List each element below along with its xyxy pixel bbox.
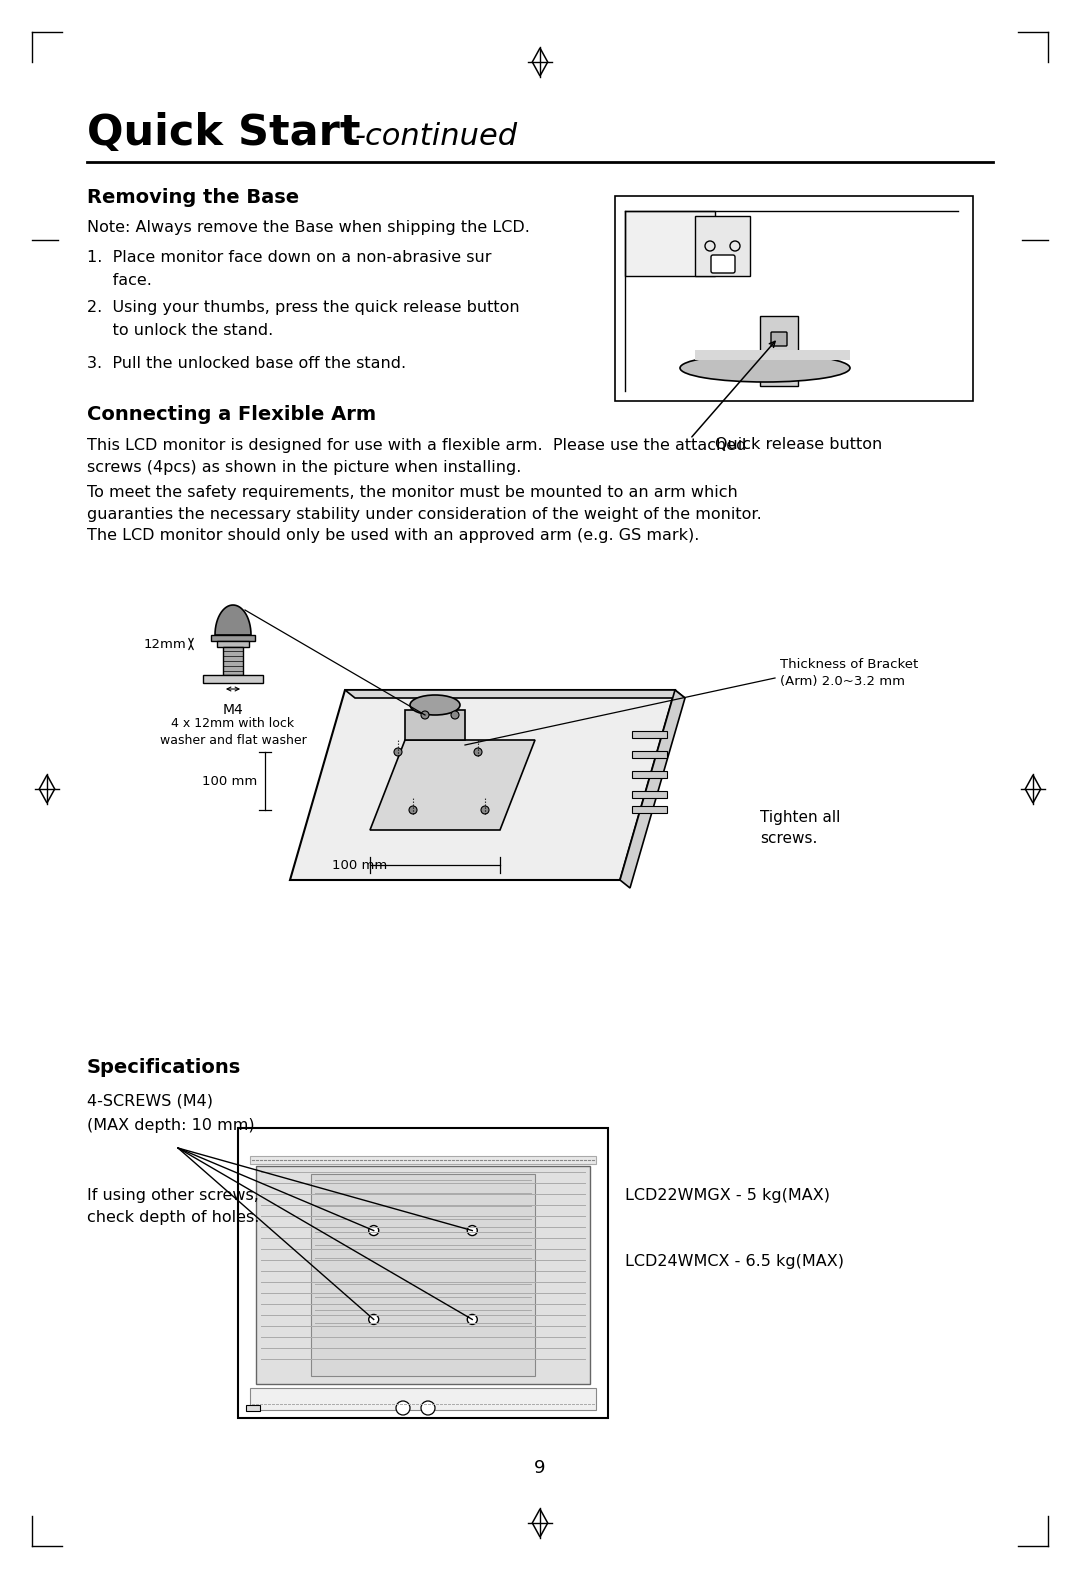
Circle shape — [396, 1401, 410, 1415]
Text: Connecting a Flexible Arm: Connecting a Flexible Arm — [87, 406, 376, 424]
Polygon shape — [405, 710, 465, 740]
Bar — [632, 772, 667, 778]
Text: 4 x 12mm with lock
washer and flat washer: 4 x 12mm with lock washer and flat washe… — [160, 716, 307, 746]
Bar — [760, 316, 798, 387]
Circle shape — [468, 1226, 477, 1236]
Bar — [203, 675, 264, 683]
Text: 2.  Using your thumbs, press the quick release button
     to unlock the stand.: 2. Using your thumbs, press the quick re… — [87, 300, 519, 338]
Bar — [246, 1404, 260, 1411]
Bar — [222, 647, 243, 675]
FancyBboxPatch shape — [711, 256, 735, 273]
Bar — [238, 1128, 608, 1419]
Bar — [217, 641, 249, 647]
Text: 100 mm: 100 mm — [332, 858, 388, 871]
Circle shape — [409, 806, 417, 814]
FancyBboxPatch shape — [771, 331, 787, 346]
Text: Quick Start: Quick Start — [87, 112, 361, 155]
Circle shape — [468, 1314, 477, 1324]
Text: 1.  Place monitor face down on a non-abrasive sur
     face.: 1. Place monitor face down on a non-abra… — [87, 249, 491, 289]
Bar — [249, 1157, 596, 1165]
Text: This LCD monitor is designed for use with a flexible arm.  Please use the attach: This LCD monitor is designed for use wit… — [87, 439, 746, 475]
Circle shape — [474, 748, 482, 756]
Polygon shape — [620, 690, 685, 888]
Bar — [696, 216, 750, 276]
Text: (MAX depth: 10 mm): (MAX depth: 10 mm) — [87, 1117, 255, 1133]
Ellipse shape — [410, 694, 460, 715]
Bar — [632, 731, 667, 739]
Ellipse shape — [680, 353, 850, 382]
Bar — [249, 1389, 596, 1411]
Text: Removing the Base: Removing the Base — [87, 188, 299, 207]
Circle shape — [451, 712, 459, 720]
Text: -continued: -continued — [355, 122, 518, 151]
Circle shape — [394, 748, 402, 756]
Circle shape — [368, 1314, 379, 1324]
Polygon shape — [532, 47, 548, 76]
Text: 4-SCREWS (M4): 4-SCREWS (M4) — [87, 1094, 213, 1109]
Bar — [211, 634, 255, 641]
Text: M4: M4 — [222, 704, 243, 716]
Text: LCD22WMGX - 5 kg(MAX)

LCD24WMCX - 6.5 kg(MAX): LCD22WMGX - 5 kg(MAX) LCD24WMCX - 6.5 kg… — [625, 1188, 843, 1269]
Polygon shape — [215, 604, 251, 634]
Polygon shape — [345, 690, 685, 697]
Text: 9: 9 — [535, 1460, 545, 1477]
Circle shape — [368, 1226, 379, 1236]
Bar — [615, 196, 973, 401]
Bar — [696, 350, 850, 360]
Bar — [632, 791, 667, 798]
Polygon shape — [39, 775, 55, 803]
Circle shape — [481, 806, 489, 814]
Bar — [256, 1166, 590, 1384]
Circle shape — [421, 1401, 435, 1415]
Text: 100 mm: 100 mm — [202, 775, 257, 787]
Bar — [625, 211, 715, 276]
Bar — [632, 806, 667, 813]
Text: Quick release button: Quick release button — [715, 437, 882, 451]
Circle shape — [421, 712, 429, 720]
Bar — [632, 751, 667, 757]
Text: Note: Always remove the Base when shipping the LCD.: Note: Always remove the Base when shippi… — [87, 219, 530, 235]
Polygon shape — [1025, 775, 1041, 803]
Text: To meet the safety requirements, the monitor must be mounted to an arm which
gua: To meet the safety requirements, the mon… — [87, 484, 761, 543]
Text: If using other screws,
check depth of holes.: If using other screws, check depth of ho… — [87, 1188, 259, 1225]
Text: 3.  Pull the unlocked base off the stand.: 3. Pull the unlocked base off the stand. — [87, 357, 406, 371]
Bar — [311, 1174, 535, 1376]
Polygon shape — [291, 690, 675, 881]
Polygon shape — [532, 1509, 548, 1537]
Polygon shape — [370, 740, 535, 830]
Text: Specifications: Specifications — [87, 1057, 241, 1078]
Text: Thickness of Bracket
(Arm) 2.0~3.2 mm: Thickness of Bracket (Arm) 2.0~3.2 mm — [780, 658, 918, 688]
Text: Tighten all
screws.: Tighten all screws. — [760, 810, 840, 846]
Text: 12mm: 12mm — [144, 638, 186, 650]
